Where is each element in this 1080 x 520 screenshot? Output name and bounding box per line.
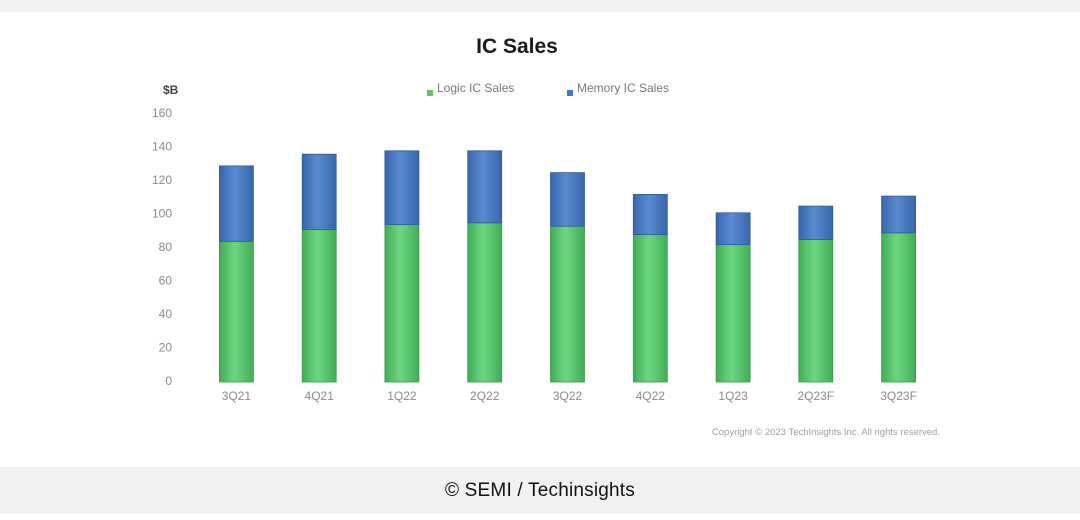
legend-label-memory: Memory IC Sales	[577, 81, 669, 95]
y-tick-label: 140	[152, 140, 172, 154]
bar-memory-1q23	[715, 212, 751, 246]
x-tick-label: 4Q22	[636, 389, 666, 403]
bar-memory-2q23f	[798, 205, 834, 241]
y-tick-label: 100	[152, 207, 172, 221]
y-axis-label: $B	[163, 83, 179, 97]
y-tick-label: 20	[159, 341, 173, 355]
y-tick-label: 120	[152, 173, 172, 187]
y-axis-ticks: 0 20 40 60 80 100 120 140 160	[152, 106, 172, 388]
bar-memory-1q22	[384, 150, 420, 225]
x-tick-label: 3Q21	[222, 389, 252, 403]
y-tick-label: 160	[152, 106, 172, 120]
bars	[218, 150, 916, 383]
bar-logic-2q22	[467, 222, 503, 383]
bar-memory-3q23f	[881, 195, 916, 234]
legend: Logic IC Sales Memory IC Sales	[427, 81, 669, 96]
bar-logic-4q22	[632, 234, 668, 383]
copyright-note: Copyright © 2023 TechInsights Inc. All r…	[712, 427, 940, 438]
x-tick-label: 2Q23F	[797, 389, 834, 403]
caption-bar: © SEMI / Techinsights	[0, 467, 1080, 514]
bottom-strip	[0, 514, 1080, 520]
y-tick-label: 40	[159, 307, 173, 321]
bar-logic-3q23f	[881, 232, 916, 383]
bar-logic-4q21	[301, 229, 337, 383]
bar-memory-4q22	[632, 193, 668, 235]
bar-memory-2q22	[467, 150, 503, 224]
ic-sales-chart: IC Sales Logic IC Sales Memory IC Sales …	[152, 35, 940, 438]
image-caption: © SEMI / Techinsights	[445, 479, 635, 501]
legend-swatch-memory	[567, 90, 573, 96]
x-tick-label: 1Q22	[387, 389, 417, 403]
bar-memory-3q21	[218, 165, 254, 242]
top-strip	[0, 0, 1080, 12]
x-tick-label: 3Q22	[553, 389, 583, 403]
bar-logic-3q21	[218, 240, 254, 383]
legend-label-logic: Logic IC Sales	[437, 81, 514, 95]
bar-memory-3q22	[550, 172, 585, 227]
x-tick-label: 2Q22	[470, 389, 500, 403]
bar-logic-1q22	[384, 224, 420, 383]
legend-swatch-logic	[427, 90, 433, 96]
x-tick-label: 1Q23	[718, 389, 748, 403]
bar-memory-4q21	[301, 153, 337, 230]
x-tick-label: 4Q21	[305, 389, 335, 403]
bar-logic-2q23f	[798, 239, 834, 383]
x-axis-ticks: 3Q21 4Q21 1Q22 2Q22 3Q22 4Q22 1Q23 2Q23F 3Q23F	[222, 389, 917, 403]
bar-logic-1q23	[715, 244, 751, 383]
y-tick-label: 60	[159, 274, 173, 288]
y-tick-label: 0	[165, 374, 172, 388]
bar-logic-3q22	[550, 225, 585, 383]
x-tick-label: 3Q23F	[880, 389, 917, 403]
chart-title: IC Sales	[476, 35, 558, 58]
chart-panel: IC Sales Logic IC Sales Memory IC Sales …	[0, 12, 1080, 467]
y-tick-label: 80	[159, 240, 173, 254]
